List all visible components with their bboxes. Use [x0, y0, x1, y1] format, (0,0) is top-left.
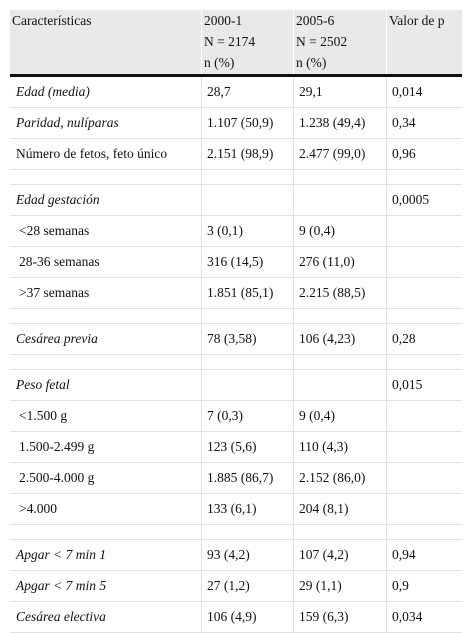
table-row: <28 semanas 3 (0,1) 9 (0,4)	[10, 216, 462, 247]
row-label: <28 semanas	[19, 223, 90, 238]
value-2005: 204 (8,1)	[299, 501, 349, 516]
row-label: 1.500-2.499 g	[19, 439, 95, 454]
p-value: 0,0005	[392, 192, 430, 207]
value-2000: 27 (1,2)	[207, 578, 250, 593]
table-row: Apgar < 7 min 5 27 (1,2) 29 (1,1) 0,9	[10, 571, 462, 602]
spacer-row	[10, 525, 462, 540]
value-2005: 9 (0,4)	[299, 408, 335, 423]
value-2000: 1.107 (50,9)	[207, 115, 274, 130]
value-2005: 29,1	[299, 84, 323, 99]
data-table: Características 2000-1 N = 2174 n (%) 20…	[10, 10, 462, 633]
header-rule	[10, 74, 462, 77]
p-value: 0,034	[392, 609, 423, 624]
table-row: Cesárea previa 78 (3,58) 106 (4,23) 0,28	[10, 324, 462, 355]
table-row: Paridad, nulíparas 1.107 (50,9) 1.238 (49,…	[10, 108, 462, 139]
value-2000: 7 (0,3)	[207, 408, 243, 423]
value-2000: 3 (0,1)	[207, 223, 243, 238]
table-row: Apgar < 7 min 1 93 (4,2) 107 (4,2) 0,94	[10, 540, 462, 571]
row-label: Número de fetos, feto único	[16, 146, 168, 161]
value-2005: 110 (4,3)	[299, 439, 348, 454]
value-2005: 159 (6,3)	[299, 609, 349, 624]
value-2000: 106 (4,9)	[207, 609, 257, 624]
table-row: >4.000 133 (6,1) 204 (8,1)	[10, 494, 462, 525]
row-label: <1.500 g	[19, 408, 68, 423]
row-label: Edad gestación	[16, 192, 100, 207]
value-2005: 276 (11,0)	[299, 254, 355, 269]
table-header: Características 2000-1 N = 2174 n (%) 20…	[10, 10, 462, 74]
header-period-2000: 2000-1 N = 2174 n (%)	[204, 10, 255, 74]
row-label: Cesárea previa	[16, 331, 98, 346]
p-value: 0,34	[392, 115, 416, 130]
value-2000: 316 (14,5)	[207, 254, 264, 269]
header-period-2005-unit: n (%)	[296, 55, 327, 70]
table-row: 1.500-2.499 g 123 (5,6) 110 (4,3)	[10, 432, 462, 463]
row-label: >37 semanas	[19, 285, 90, 300]
table-body: Edad (media) 28,7 29,1 0,014 Paridad, nulípa…	[10, 77, 462, 633]
header-period-2000-unit: n (%)	[204, 55, 235, 70]
row-label: Edad (media)	[16, 84, 90, 99]
table-row: Peso fetal 0,015	[10, 370, 462, 401]
spacer-row	[10, 170, 462, 185]
value-2005: 29 (1,1)	[299, 578, 342, 593]
value-2005: 106 (4,23)	[299, 331, 356, 346]
table-row: Cesárea electiva 106 (4,9) 159 (6,3) 0,034	[10, 602, 462, 633]
row-label: Apgar < 7 min 5	[16, 578, 107, 593]
row-label: 2.500-4.000 g	[19, 470, 95, 485]
row-label: Paridad, nulíparas	[16, 115, 119, 130]
row-label: 28-36 semanas	[19, 254, 100, 269]
table-row: <1.500 g 7 (0,3) 9 (0,4)	[10, 401, 462, 432]
value-2000: 1.885 (86,7)	[207, 470, 274, 485]
value-2005: 2.215 (88,5)	[299, 285, 366, 300]
value-2000: 28,7	[207, 84, 231, 99]
value-2000: 93 (4,2)	[207, 547, 250, 562]
p-value: 0,28	[392, 331, 416, 346]
row-label: Peso fetal	[16, 377, 70, 392]
table-row: Número de fetos, feto único 2.151 (98,9) 2…	[10, 139, 462, 170]
table-row: Edad (media) 28,7 29,1 0,014	[10, 77, 462, 108]
value-2005: 107 (4,2)	[299, 547, 349, 562]
spacer-row	[10, 355, 462, 370]
value-2005: 2.152 (86,0)	[299, 470, 366, 485]
header-period-2000-year: 2000-1	[204, 13, 243, 28]
header-period-2005-n: N = 2502	[296, 34, 348, 49]
table-row: 2.500-4.000 g 1.885 (86,7) 2.152 (86,0)	[10, 463, 462, 494]
p-value: 0,96	[392, 146, 416, 161]
value-2000: 78 (3,58)	[207, 331, 257, 346]
value-2000: 133 (6,1)	[207, 501, 257, 516]
value-2000: 2.151 (98,9)	[207, 146, 274, 161]
row-label: Apgar < 7 min 1	[16, 547, 107, 562]
row-label: Cesárea electiva	[16, 609, 106, 624]
header-period-2005: 2005-6 N = 2502 n (%)	[296, 10, 347, 74]
value-2005: 1.238 (49,4)	[299, 115, 366, 130]
header-characteristics: Características	[12, 13, 92, 28]
p-value: 0,94	[392, 547, 416, 562]
spacer-row	[10, 309, 462, 324]
p-value: 0,9	[392, 578, 409, 593]
value-2000: 1.851 (85,1)	[207, 285, 274, 300]
row-label: >4.000	[19, 501, 57, 516]
value-2005: 2.477 (99,0)	[299, 146, 366, 161]
value-2005: 9 (0,4)	[299, 223, 335, 238]
header-period-2000-n: N = 2174	[204, 34, 256, 49]
p-value: 0,015	[392, 377, 423, 392]
p-value: 0,014	[392, 84, 423, 99]
table-row: >37 semanas 1.851 (85,1) 2.215 (88,5)	[10, 278, 462, 309]
table-row: 28-36 semanas 316 (14,5) 276 (11,0)	[10, 247, 462, 278]
header-p-value: Valor de p	[389, 13, 445, 28]
value-2000: 123 (5,6)	[207, 439, 257, 454]
header-period-2005-year: 2005-6	[296, 13, 335, 28]
table-row: Edad gestación 0,0005	[10, 185, 462, 216]
